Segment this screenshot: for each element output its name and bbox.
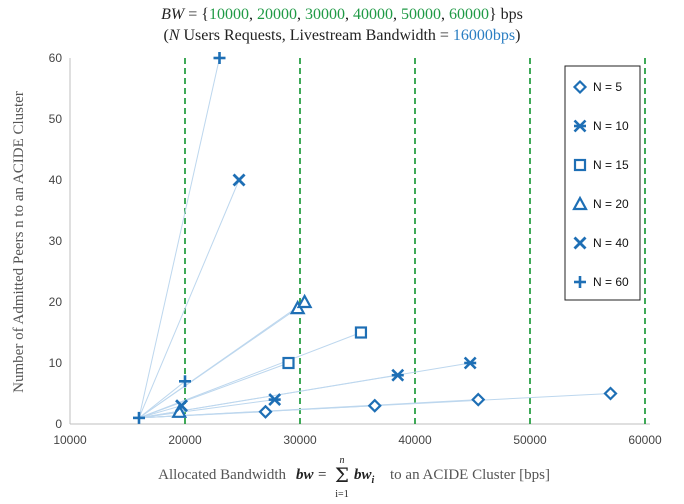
x-axis-label-bw: bw	[296, 467, 315, 483]
legend-label-1: N = 10	[593, 119, 629, 133]
subtitle-middle: Users Requests, Livestream Bandwidth =	[179, 27, 453, 44]
y-axis-label: Number of Admitted Peers n to an ACIDE C…	[11, 91, 27, 393]
livestream-bandwidth: 16000bps	[452, 27, 516, 44]
y-tick-label: 30	[49, 234, 63, 248]
bw-variable: BW	[161, 6, 185, 23]
link-line-s2-p1	[138, 332, 362, 419]
x-axis-label-sum-bottom: i=1	[335, 489, 348, 500]
data-point-s4-p0	[175, 399, 189, 413]
y-tick-label: 50	[49, 112, 63, 126]
y-tick-labels: 0 10 20 30 40 50 60	[49, 51, 63, 431]
n-variable: N	[168, 27, 180, 44]
x-tick-label: 10000	[53, 433, 87, 447]
data-point-s5-p0	[133, 411, 145, 424]
x-axis-label-sum-top: n	[340, 455, 345, 466]
data-point-s0-p3	[603, 386, 618, 401]
bw-value-2: 20000	[256, 6, 297, 23]
data-point-s0-p2	[471, 392, 486, 407]
link-line-s5-p1	[138, 380, 186, 419]
legend-label-0: N = 5	[593, 80, 622, 94]
data-point-s1-p2	[463, 356, 477, 370]
data-point-s2-p0	[282, 356, 295, 370]
legend-marker-2	[573, 158, 587, 172]
chart-title-line-2: (N Users Requests, Livestream Bandwidth …	[0, 27, 684, 45]
title-equals: = {	[184, 6, 209, 23]
x-axis-label-equals: =	[318, 467, 326, 483]
connection-lines	[138, 57, 611, 419]
bw-value-5: 50000	[400, 6, 441, 23]
y-tick-label: 10	[49, 356, 63, 370]
chart-title-line-1: BW = {10000, 20000, 30000, 40000, 50000,…	[161, 6, 523, 23]
link-line-s4-p0	[138, 405, 182, 419]
x-tick-label: 50000	[513, 433, 547, 447]
x-axis-label-bwi: bwi	[354, 467, 375, 486]
y-tick-label: 40	[49, 173, 63, 187]
bw-value-3: 30000	[304, 6, 345, 23]
legend-marker-5	[574, 276, 586, 288]
legend-box	[564, 65, 641, 301]
data-points	[133, 52, 618, 424]
bw-value-4: 40000	[352, 6, 393, 23]
legend-label-2: N = 15	[593, 158, 629, 172]
subtitle-open-paren: (	[163, 27, 169, 44]
bw-value-6: 60000	[448, 6, 489, 23]
link-line-s3-p2	[138, 301, 305, 419]
x-tick-label: 40000	[398, 433, 432, 447]
x-tick-labels: 10000 20000 30000 40000 50000 60000	[53, 433, 662, 447]
bw-value-1: 10000	[208, 6, 249, 23]
y-tick-label: 20	[49, 295, 63, 309]
x-axis-label-prefix: Allocated Bandwidth	[158, 467, 286, 483]
legend-marker-1	[573, 119, 587, 133]
y-tick-label: 60	[49, 51, 63, 65]
legend: N = 5 N = 10 N = 15 N = 20 N = 40 N = 60	[564, 65, 641, 301]
link-line-s5-p2	[138, 57, 220, 419]
legend-marker-0	[572, 79, 588, 95]
data-point-s1-p1	[391, 368, 405, 382]
data-point-s3-p2	[296, 293, 313, 309]
data-point-s0-p0	[258, 404, 273, 419]
data-point-s0-p1	[367, 398, 382, 413]
legend-marker-4	[573, 236, 587, 250]
bandwidth-threshold-lines	[184, 58, 646, 424]
data-point-s5-p2	[213, 52, 226, 64]
link-line-s1-p2	[138, 362, 471, 419]
legend-marker-3	[572, 195, 588, 211]
x-axis-label-sigma: Σ	[335, 463, 349, 487]
x-tick-label: 30000	[283, 433, 317, 447]
legend-label-4: N = 40	[593, 236, 629, 250]
legend-label-5: N = 60	[593, 275, 629, 289]
data-point-s4-p1	[232, 173, 246, 187]
x-tick-label: 20000	[168, 433, 202, 447]
data-point-s2-p1	[354, 326, 368, 339]
legend-label-3: N = 20	[593, 197, 629, 211]
x-axis-label: Allocated Bandwidth bw = n Σ i=1 bwi to …	[158, 455, 550, 500]
x-axis-label-suffix: to an ACIDE Cluster [bps]	[390, 467, 550, 483]
y-tick-label: 0	[55, 417, 62, 431]
title-close: } bps	[488, 6, 523, 23]
link-line-s3-p0	[138, 411, 180, 419]
data-point-s1-p0	[268, 393, 282, 407]
x-tick-label: 60000	[628, 433, 662, 447]
link-line-s4-p1	[138, 179, 240, 419]
data-point-s5-p1	[179, 375, 191, 388]
subtitle-close-paren: )	[515, 27, 521, 44]
